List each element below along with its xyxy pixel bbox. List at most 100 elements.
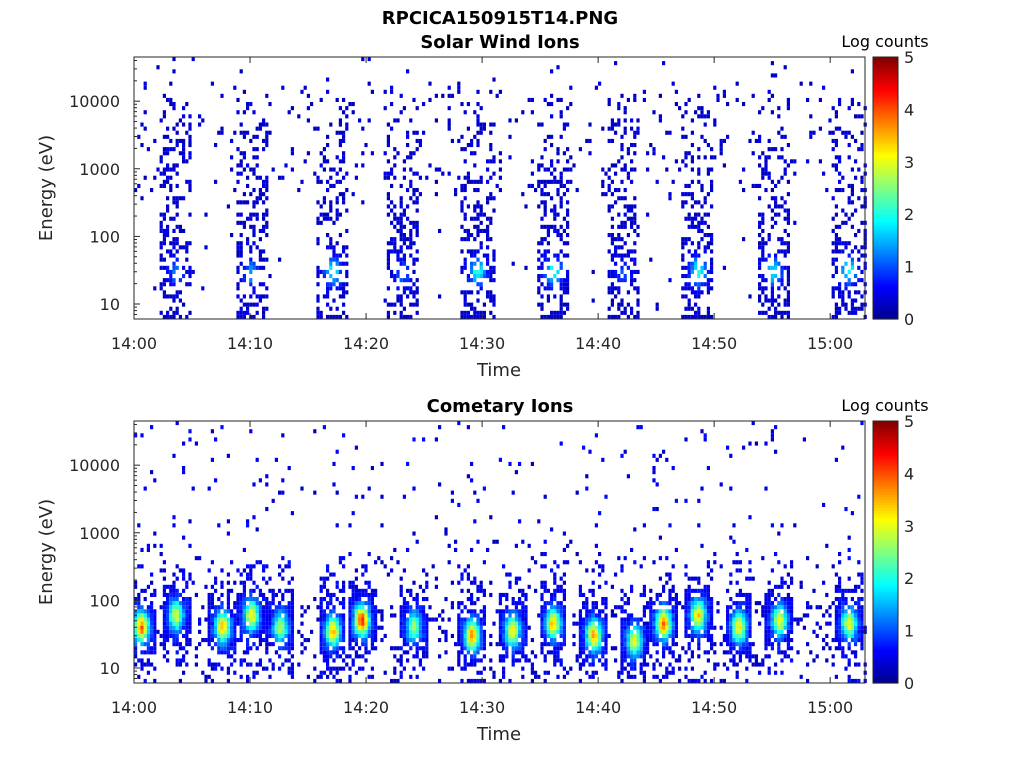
heatmap-cell	[489, 278, 493, 283]
heatmap-cell	[470, 658, 474, 663]
colorbar-swatch	[873, 240, 898, 244]
heatmap-cell	[764, 646, 768, 651]
heatmap-cell	[716, 662, 720, 667]
heatmap-cell	[412, 437, 416, 442]
heatmap-cell	[777, 617, 781, 622]
heatmap-cell	[614, 130, 618, 135]
heatmap-cell	[559, 629, 563, 634]
heatmap-cell	[175, 605, 179, 610]
heatmap-cell	[473, 613, 477, 618]
heatmap-cell	[271, 621, 275, 626]
heatmap-cell	[463, 314, 467, 319]
heatmap-cell	[402, 494, 406, 499]
heatmap-cell	[559, 233, 563, 238]
heatmap-cell	[735, 560, 739, 565]
heatmap-cell	[162, 588, 166, 593]
heatmap-cell	[655, 507, 659, 512]
heatmap-cell	[623, 617, 627, 622]
heatmap-cell	[745, 666, 749, 671]
heatmap-cell	[188, 188, 192, 193]
heatmap-cell	[553, 617, 557, 622]
heatmap-cell	[233, 605, 237, 610]
heatmap-cell	[514, 613, 518, 618]
heatmap-cell	[134, 188, 138, 193]
heatmap-cell	[143, 110, 147, 115]
heatmap-cell	[764, 310, 768, 315]
heatmap-cell	[258, 588, 262, 593]
heatmap-cell	[380, 461, 384, 466]
heatmap-cell	[530, 678, 534, 683]
heatmap-cell	[402, 601, 406, 606]
heatmap-cell	[671, 633, 675, 638]
heatmap-cell	[694, 302, 698, 307]
heatmap-cell	[207, 674, 211, 679]
heatmap-cell	[687, 609, 691, 614]
heatmap-cell	[543, 617, 547, 622]
heatmap-cell	[402, 286, 406, 291]
heatmap-cell	[674, 597, 678, 602]
heatmap-cell	[767, 670, 771, 675]
heatmap-cell	[777, 212, 781, 217]
heatmap-cell	[671, 642, 675, 647]
heatmap-cell	[406, 609, 410, 614]
heatmap-cell	[342, 625, 346, 630]
heatmap-cell	[524, 204, 528, 209]
heatmap-cell	[268, 658, 272, 663]
heatmap-cell	[374, 560, 378, 565]
heatmap-cell	[134, 646, 138, 651]
heatmap-cell	[236, 638, 240, 643]
heatmap-cell	[489, 122, 493, 127]
heatmap-cell	[230, 633, 234, 638]
heatmap-cell	[482, 617, 486, 622]
heatmap-cell	[713, 625, 717, 630]
heatmap-cell	[441, 617, 445, 622]
heatmap-cell	[476, 290, 480, 295]
heatmap-cell	[265, 621, 269, 626]
heatmap-cell	[441, 93, 445, 98]
heatmap-cell	[585, 633, 589, 638]
heatmap-cell	[770, 265, 774, 270]
heatmap-cell	[361, 625, 365, 630]
heatmap-cell	[303, 646, 307, 651]
heatmap-cell	[626, 233, 630, 238]
heatmap-cell	[265, 638, 269, 643]
heatmap-cell	[524, 629, 528, 634]
heatmap-cell	[319, 588, 323, 593]
heatmap-cell	[319, 163, 323, 168]
heatmap-cell	[226, 580, 230, 585]
heatmap-cell	[233, 617, 237, 622]
heatmap-cell	[182, 572, 186, 577]
heatmap-cell	[396, 249, 400, 254]
heatmap-cell	[226, 678, 230, 683]
heatmap-cell	[623, 638, 627, 643]
heatmap-cell	[690, 179, 694, 184]
heatmap-cell	[684, 617, 688, 622]
heatmap-cell	[783, 134, 787, 139]
heatmap-cell	[242, 192, 246, 197]
heatmap-cell	[246, 678, 250, 683]
heatmap-cell	[630, 274, 634, 279]
heatmap-cell	[162, 560, 166, 565]
heatmap-cell	[748, 568, 752, 573]
heatmap-cell	[630, 282, 634, 287]
heatmap-cell	[684, 151, 688, 156]
heatmap-cell	[319, 609, 323, 614]
heatmap-cell	[470, 597, 474, 602]
heatmap-cell	[585, 138, 589, 143]
heatmap-cell	[236, 110, 240, 115]
heatmap-cell	[738, 609, 742, 614]
heatmap-cell	[553, 646, 557, 651]
heatmap-cell	[834, 114, 838, 119]
heatmap-cell	[172, 523, 176, 528]
heatmap-cell	[633, 220, 637, 225]
heatmap-cell	[767, 654, 771, 659]
heatmap-cell	[438, 482, 442, 487]
heatmap-cell	[348, 674, 352, 679]
heatmap-cell	[316, 605, 320, 610]
heatmap-cell	[409, 286, 413, 291]
heatmap-cell	[396, 298, 400, 303]
heatmap-cell	[364, 638, 368, 643]
heatmap-cell	[473, 216, 477, 221]
heatmap-cell	[537, 302, 541, 307]
heatmap-cell	[607, 167, 611, 172]
